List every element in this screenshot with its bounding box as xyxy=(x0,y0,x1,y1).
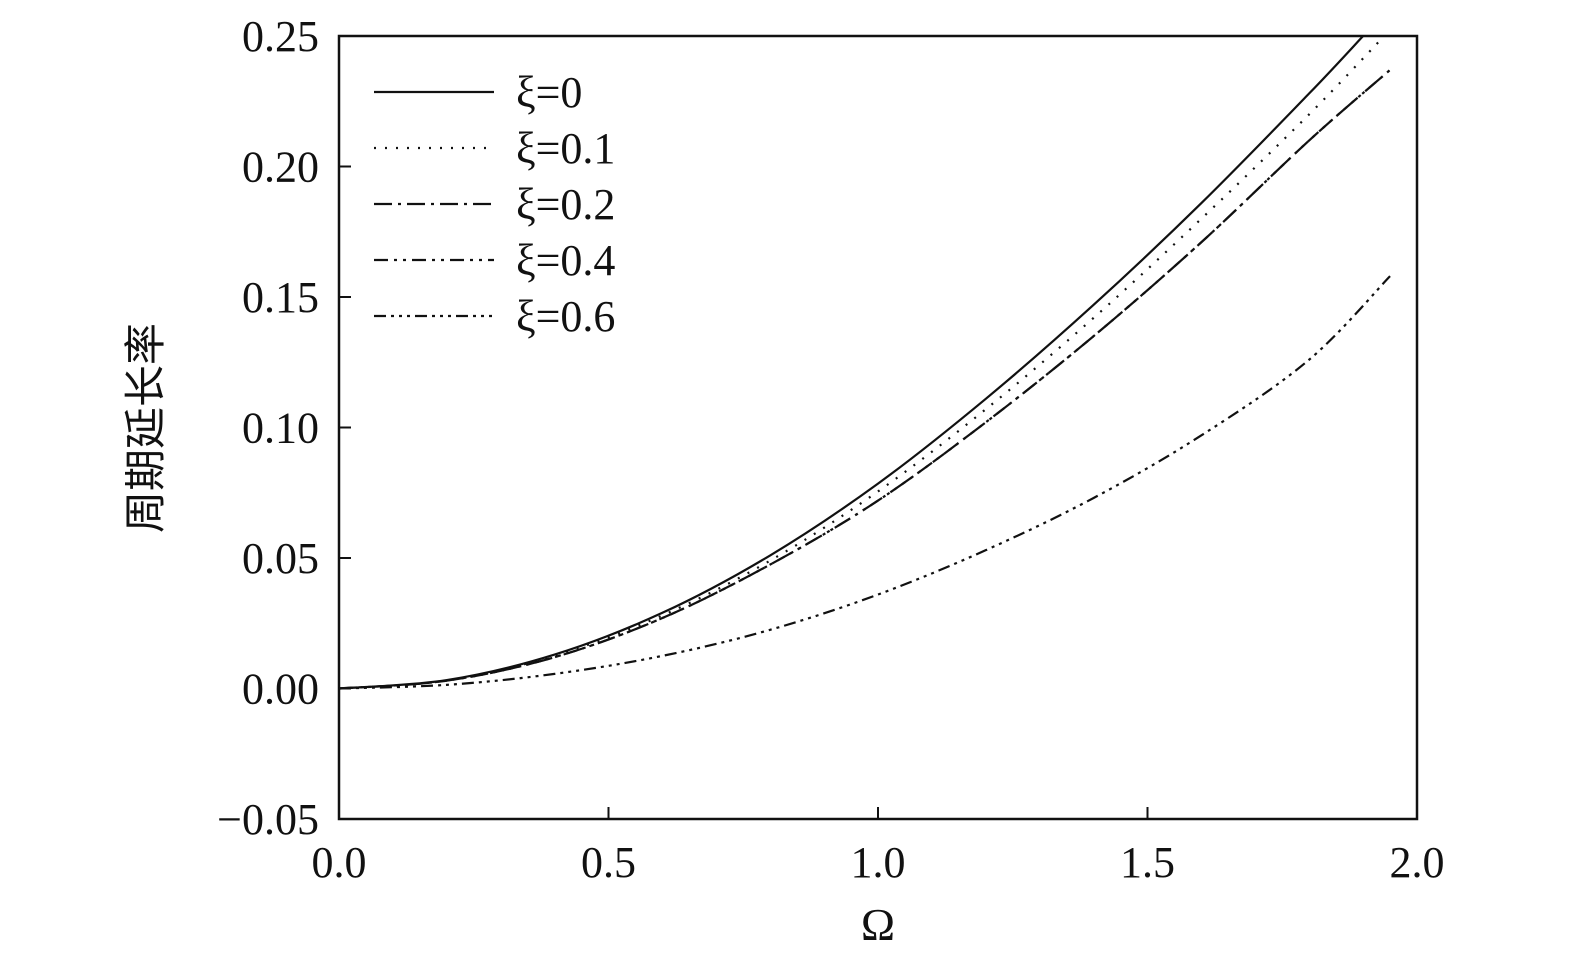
series-line-3 xyxy=(338,69,1391,690)
x-tick-label: 2.0 xyxy=(1390,838,1445,887)
legend-label: ξ=0.2 xyxy=(516,180,615,229)
x-tick-label: 0.0 xyxy=(312,838,367,887)
y-tick-label: −0.05 xyxy=(217,795,319,844)
legend-label: ξ=0.6 xyxy=(516,292,615,341)
y-tick-label: 0.05 xyxy=(242,534,319,583)
series-line-4 xyxy=(338,275,1391,690)
legend-label: ξ=0.4 xyxy=(516,236,615,285)
y-tick-label: 0.25 xyxy=(242,12,319,61)
y-axis-title: 周期延长率 xyxy=(121,323,170,533)
series-line-2 xyxy=(338,69,1391,690)
legend-label: ξ=0 xyxy=(516,68,582,117)
y-tick-label: 0.10 xyxy=(242,404,319,453)
series-lines xyxy=(338,35,1391,690)
y-tick-label: 0.00 xyxy=(242,665,319,714)
series-line-0 xyxy=(338,35,1364,690)
legend-label: ξ=0.1 xyxy=(516,124,615,173)
x-axis: 0.0 0.5 1.0 1.5 2.0 xyxy=(312,807,1445,887)
y-axis: 0.25 0.20 0.15 0.10 0.05 0.00 −0.05 xyxy=(217,12,351,844)
y-tick-label: 0.20 xyxy=(242,143,319,192)
x-tick-label: 0.5 xyxy=(581,838,636,887)
x-tick-label: 1.0 xyxy=(851,838,906,887)
series-line-1 xyxy=(338,40,1381,690)
y-tick-label: 0.15 xyxy=(242,273,319,322)
x-tick-label: 1.5 xyxy=(1120,838,1175,887)
plot-frame xyxy=(337,34,1419,821)
legend: ξ=0 ξ=0.1 ξ=0.2 ξ=0.4 ξ=0.6 xyxy=(374,68,615,341)
x-axis-title: Ω xyxy=(861,899,895,950)
